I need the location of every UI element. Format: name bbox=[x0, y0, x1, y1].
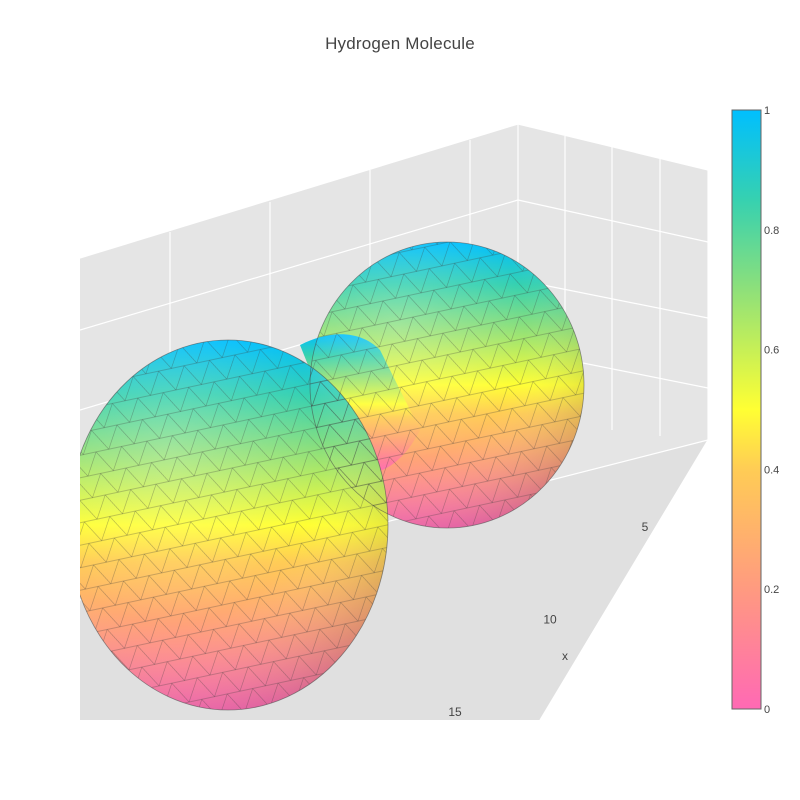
x-axis-tick-label: 5 bbox=[642, 520, 649, 534]
x-axis-tick-label: 10 bbox=[543, 613, 557, 627]
colorbar-tick-label: 0.8 bbox=[764, 225, 779, 237]
colorbar-tick-label: 1 bbox=[764, 105, 770, 117]
molecule-surface[interactable] bbox=[68, 241, 585, 711]
x-axis-ticks: 5 10 15 bbox=[448, 520, 648, 719]
colorbar-tick-label: 0.2 bbox=[764, 584, 779, 596]
colorbar-tick-label: 0.4 bbox=[764, 464, 779, 476]
x-axis-tick-label: 15 bbox=[448, 705, 462, 719]
colorbar-ticks: 0 0.2 0.4 0.6 0.8 1 bbox=[764, 105, 779, 716]
x-axis-title: x bbox=[562, 649, 568, 663]
mesh-wireframe bbox=[80, 241, 585, 711]
colorbar-tick-label: 0.6 bbox=[764, 345, 779, 357]
colorbar[interactable]: 0 0.2 0.4 0.6 0.8 1 bbox=[731, 105, 779, 716]
chart-title: Hydrogen Molecule bbox=[325, 34, 475, 53]
colorbar-tick-label: 0 bbox=[764, 704, 770, 716]
colorbar-gradient[interactable] bbox=[731, 109, 762, 710]
